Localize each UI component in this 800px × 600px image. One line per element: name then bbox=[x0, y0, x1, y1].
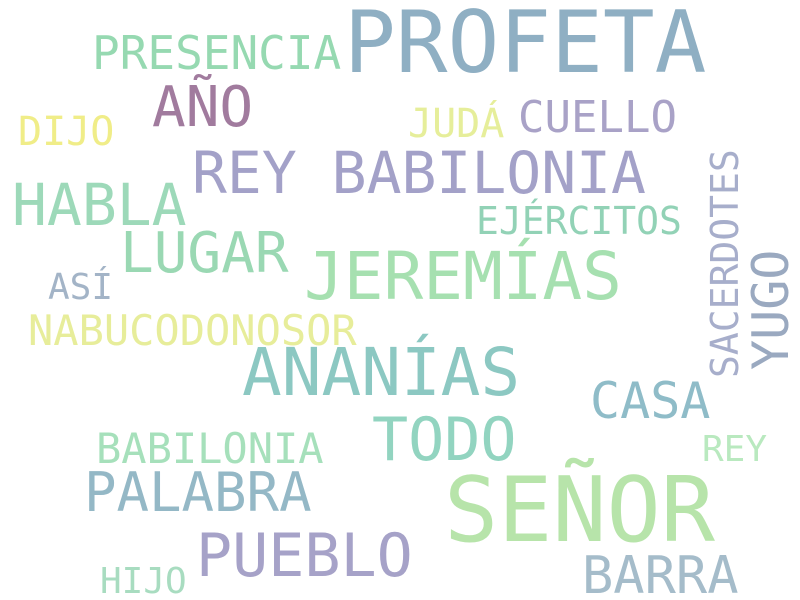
word-ejercitos: EJÉRCITOS bbox=[476, 199, 682, 243]
word-cuello: CUELLO bbox=[518, 92, 677, 143]
word-rey: REY bbox=[702, 429, 768, 470]
word-barra: BARRA bbox=[582, 546, 739, 600]
word-habla: HABLA bbox=[12, 171, 187, 239]
word-asi: ASÍ bbox=[48, 267, 114, 308]
word-casa: CASA bbox=[590, 372, 711, 430]
word-jeremias: JEREMÍAS bbox=[304, 238, 622, 315]
word-babilonia: BABILONIA bbox=[96, 424, 324, 473]
word-ano: AÑO bbox=[152, 75, 254, 140]
word-pueblo: PUEBLO bbox=[196, 521, 413, 591]
word-presencia: PRESENCIA bbox=[92, 26, 342, 80]
word-senor: SEÑOR bbox=[444, 458, 715, 563]
word-rey-babilonia: REY BABILONIA bbox=[192, 139, 646, 207]
word-profeta: PROFETA bbox=[344, 0, 707, 93]
word-sacerdotes: SACERDOTES bbox=[703, 149, 747, 378]
word-lugar: LUGAR bbox=[120, 221, 289, 286]
word-nabucodonosor: NABUCODONOSOR bbox=[28, 306, 357, 355]
word-yugo: YUGO bbox=[742, 249, 800, 370]
word-palabra: PALABRA bbox=[84, 461, 312, 524]
word-juda: JUDÁ bbox=[408, 101, 505, 147]
word-dijo: DIJO bbox=[18, 109, 115, 155]
word-ananias: ANANÍAS bbox=[242, 334, 521, 411]
word-hijo: HIJO bbox=[100, 561, 187, 600]
word-todo: TODO bbox=[372, 405, 517, 475]
